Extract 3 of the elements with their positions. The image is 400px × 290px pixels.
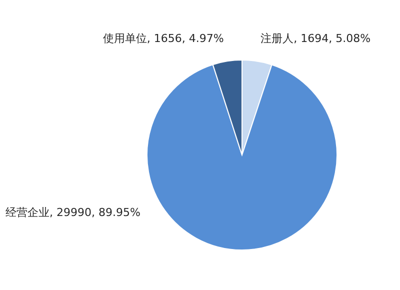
slice-label: 注册人, 1694, 5.08% (260, 31, 371, 48)
slice-label: 经营企业, 29990, 89.95% (6, 205, 140, 222)
slice-label: 使用单位, 1656, 4.97% (102, 31, 224, 48)
